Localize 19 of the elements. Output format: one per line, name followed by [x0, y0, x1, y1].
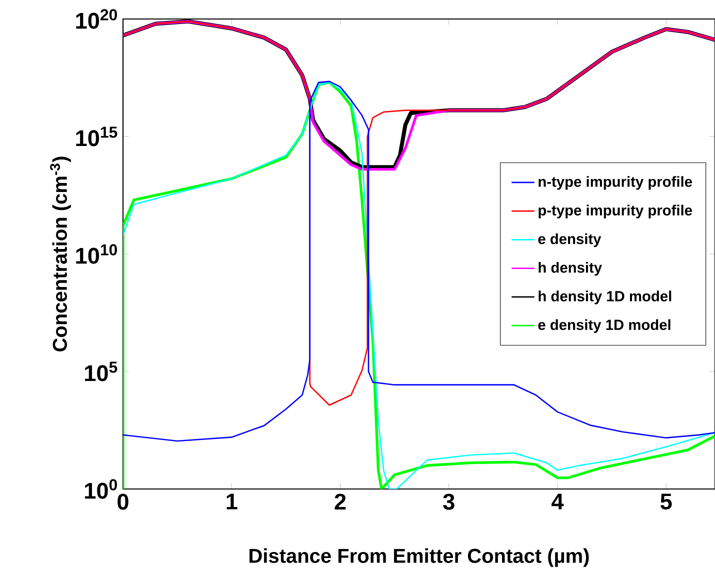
- y-tick-label: 10$^{0}$: [85, 479, 117, 499]
- x-tick-label: 0: [118, 494, 128, 510]
- x-tick-label: 5: [660, 494, 672, 510]
- x-tick-label: 1: [226, 494, 238, 510]
- legend-label: e density: [538, 233, 602, 248]
- legend-label: n-type impurity profile: [538, 176, 692, 190]
- x-tick-label: 2: [334, 494, 346, 510]
- x-tick-label: 4: [552, 494, 564, 510]
- y-tick-label: 10$^{20}$: [76, 9, 117, 29]
- y-tick-label: 10$^{5}$: [85, 362, 118, 382]
- legend-label: p-type impurity profile: [538, 204, 692, 218]
- x-axis-title: Distance From Emitter Contact (µm): [250, 548, 589, 567]
- x-tick-label: 3: [443, 494, 454, 510]
- y-tick-label: 10$^{10}$: [76, 244, 117, 264]
- y-tick-label: 10$^{15}$: [76, 126, 118, 146]
- y-axis-title: Concentration (cm$^{-3}$): [50, 156, 71, 352]
- legend-label: e density 1D model: [538, 319, 670, 333]
- legend-label: h density: [538, 262, 602, 276]
- legend-label: h density 1D model: [538, 290, 672, 304]
